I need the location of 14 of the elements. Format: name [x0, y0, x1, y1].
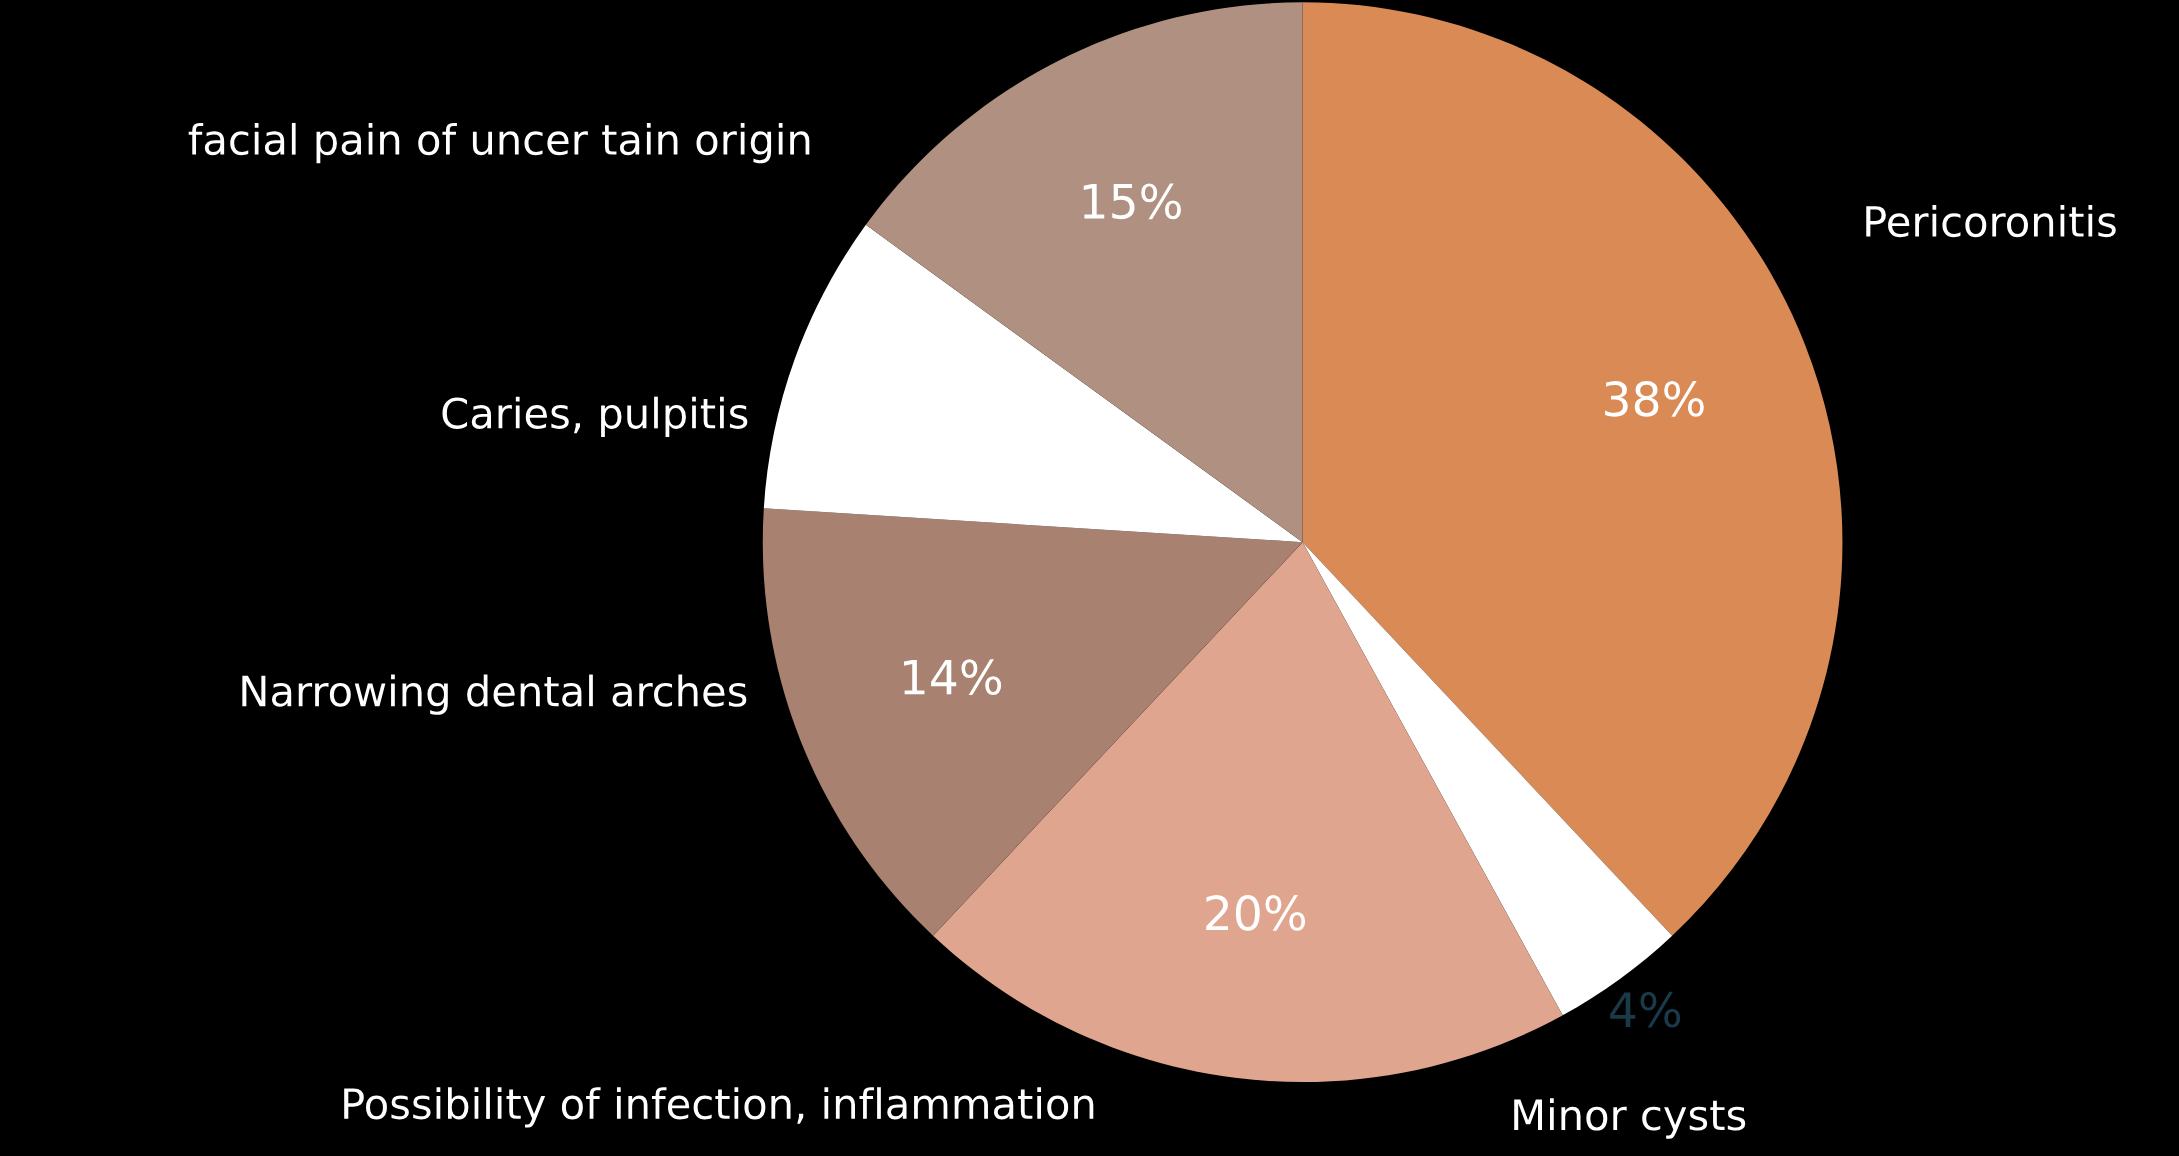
- data-label: 20%: [1206, 895, 1306, 931]
- slice-label: Caries, pulpitis: [442, 396, 748, 437]
- slice-label: facial pain of uncer tain origin: [188, 122, 810, 164]
- slice-label: Narrowing dental arches: [242, 674, 747, 715]
- data-label: 15%: [1083, 183, 1181, 220]
- pie-slice: [763, 224, 1303, 543]
- slice-label: Minor cysts: [1514, 1098, 1746, 1139]
- slice-label: Possibility of infection, inflammation: [344, 1087, 1094, 1128]
- pie-slice: [762, 508, 1303, 936]
- slice-label: Pericoronitis: [1866, 204, 2116, 238]
- data-label: 4%: [1610, 991, 1681, 1028]
- data-label: 38%: [1605, 381, 1704, 417]
- pie-slice: [865, 2, 1303, 543]
- data-label: 14%: [903, 659, 1002, 695]
